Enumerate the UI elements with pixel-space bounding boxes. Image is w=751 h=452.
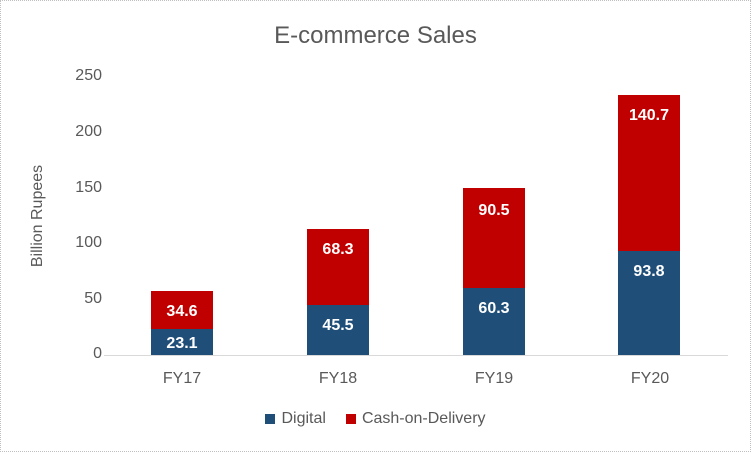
y-tick-100: 100 (75, 234, 102, 251)
value-label: 23.1 (166, 335, 198, 352)
value-label: 60.3 (478, 300, 510, 317)
x-tick-fy17: FY17 (162, 370, 202, 387)
value-label: 90.5 (478, 202, 510, 219)
legend-item-digital[interactable]: Digital (265, 410, 326, 428)
bar-fy17-digital: 23.1 (151, 329, 213, 355)
chart-title: E-commerce Sales (274, 22, 477, 49)
bar-fy19-digital: 60.3 (463, 288, 525, 355)
legend-label: Cash-on-Delivery (361, 410, 486, 427)
y-tick-0: 0 (93, 345, 102, 362)
bar-fy20-digital: 93.8 (618, 251, 680, 355)
bar-fy17-cod: 34.6 (151, 291, 213, 329)
x-axis-line (104, 355, 728, 356)
cod-swatch-icon (345, 414, 356, 424)
bar-fy20-cod: 140.7 (618, 95, 680, 251)
bar-fy18-cod: 68.3 (307, 229, 369, 305)
value-label: 93.8 (633, 263, 665, 280)
y-axis-label: Billion Rupees (29, 164, 46, 268)
x-tick-fy19: FY19 (474, 370, 514, 387)
value-label: 140.7 (628, 107, 670, 124)
legend-item-cod[interactable]: Cash-on-Delivery (345, 410, 486, 428)
y-tick-50: 50 (84, 290, 102, 307)
y-tick-200: 200 (75, 123, 102, 140)
legend: Digital Cash-on-Delivery (0, 410, 751, 428)
bar-fy19-cod: 90.5 (463, 188, 525, 288)
legend-label: Digital (281, 410, 326, 427)
y-tick-150: 150 (75, 179, 102, 196)
bar-fy18-digital: 45.5 (307, 305, 369, 355)
y-tick-250: 250 (75, 67, 102, 84)
value-label: 68.3 (322, 241, 354, 258)
value-label: 45.5 (322, 317, 354, 334)
value-label: 34.6 (166, 303, 198, 320)
digital-swatch-icon (265, 414, 276, 424)
x-tick-fy18: FY18 (318, 370, 358, 387)
x-tick-fy20: FY20 (630, 370, 670, 387)
